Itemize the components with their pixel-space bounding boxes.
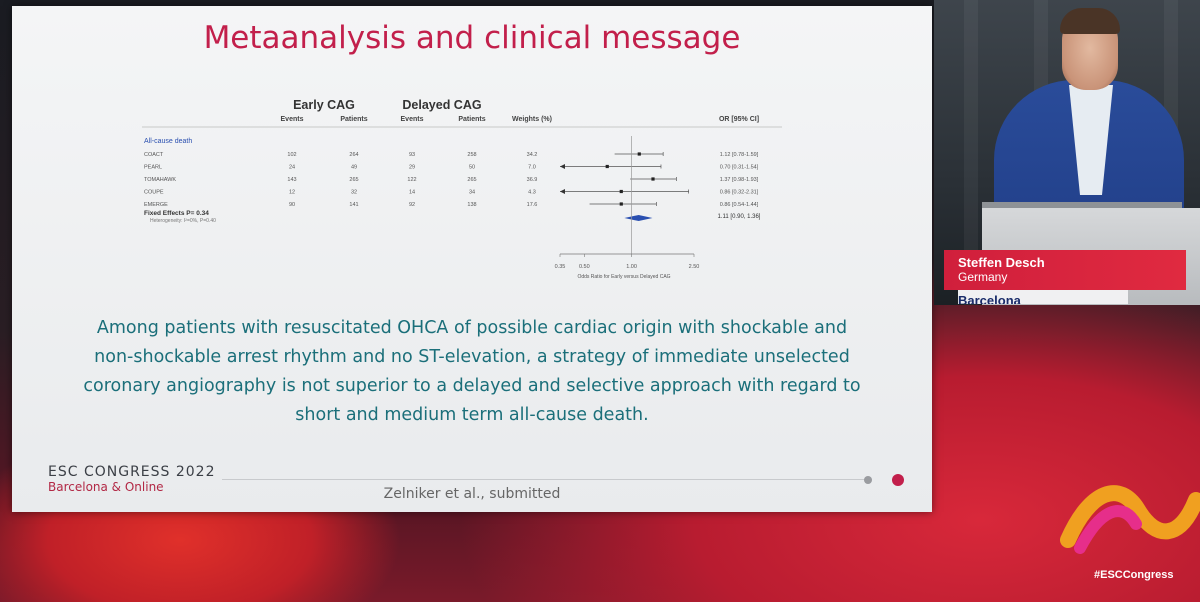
cell-delayed-patients: 138 (467, 202, 476, 208)
cell-study: TOMAHAWK (144, 177, 176, 183)
cell-delayed-patients: 258 (467, 152, 476, 158)
esc-congress-subtitle: Barcelona & Online (48, 480, 164, 494)
x-tick-label: 0.50 (579, 264, 590, 270)
slide-indicator-dot-active (892, 474, 904, 486)
clinical-message: Among patients with resuscitated OHCA of… (83, 318, 861, 425)
speaker-name: Steffen Desch (958, 255, 1045, 270)
slide-indicator-dot (864, 476, 872, 484)
cell-or-text: 1.12 [0.78-1.59] (720, 152, 759, 158)
point-estimate (605, 164, 609, 169)
ci-arrow (560, 189, 565, 194)
header-delayed-cag: Delayed CAG (402, 98, 481, 112)
header-early-patients: Patients (340, 116, 367, 123)
header-or: OR [95% CI] (719, 116, 759, 123)
cell-early-patients: 141 (349, 202, 358, 208)
header-weights: Weights (%) (512, 116, 552, 123)
cell-delayed-patients: 50 (469, 165, 475, 171)
cell-early-events: 143 (287, 177, 296, 183)
cell-early-events: 24 (289, 165, 295, 171)
cell-early-events: 102 (287, 152, 296, 158)
point-estimate (651, 177, 655, 181)
point-estimate (619, 202, 623, 206)
speaker-name-banner (944, 250, 1186, 290)
pooled-effect-diamond (624, 215, 653, 221)
hashtag: #ESCCongress (1094, 569, 1174, 581)
cell-weight: 34.2 (527, 152, 538, 158)
cell-study: COACT (144, 152, 164, 158)
cell-delayed-events: 93 (409, 152, 415, 158)
cell-early-patients: 264 (349, 152, 358, 158)
cell-delayed-events: 14 (409, 190, 415, 196)
backdrop-sign: Barcelona (958, 290, 1128, 304)
wall-panel (964, 0, 978, 305)
fixed-or-text: 1.11 [0.90, 1.36] (718, 214, 761, 220)
speaker-country: Germany (958, 270, 1008, 284)
speaker-hair (1060, 8, 1120, 34)
cell-study: PEARL (144, 165, 162, 171)
cell-or-text: 0.86 [0.54-1.44] (720, 202, 759, 208)
point-estimate (637, 152, 641, 156)
cell-or-text: 0.70 [0.31-1.54] (720, 165, 759, 171)
header-delayed-events: Events (401, 116, 424, 123)
esc-logo-swoosh (1060, 485, 1200, 554)
header-delayed-patients: Patients (458, 116, 485, 123)
cell-delayed-patients: 265 (467, 177, 476, 183)
cell-study: EMERGE (144, 202, 168, 208)
backdrop-text: Barcelona (958, 293, 1021, 304)
forest-plot: Early CAG Delayed CAG Events Patients Ev… (142, 98, 782, 280)
cell-delayed-events: 122 (407, 177, 416, 183)
cell-weight: 4.3 (528, 190, 536, 196)
section-label: All-cause death (144, 138, 192, 145)
cell-weight: 17.6 (527, 202, 538, 208)
fixed-effects-sub: Heterogeneity: I²=0%, P=0.40 (150, 218, 216, 224)
x-tick-label: 1.00 (626, 264, 637, 270)
cell-study: COUPE (144, 190, 164, 196)
cell-early-events: 90 (289, 202, 295, 208)
cell-or-text: 0.86 [0.32-2.31] (720, 190, 759, 196)
x-tick-label: 2.50 (689, 264, 700, 270)
presentation-slide: Metaanalysis and clinical message Early … (12, 6, 932, 512)
point-estimate (619, 189, 623, 194)
x-axis-ticks: 0.35 0.50 1.00 2.50 (555, 254, 700, 270)
footer-divider (222, 479, 872, 480)
citation: Zelniker et al., submitted (383, 486, 561, 502)
cell-weight: 7.0 (528, 165, 536, 171)
cell-early-patients: 32 (351, 190, 357, 196)
cell-delayed-events: 92 (409, 202, 415, 208)
x-tick-label: 0.35 (555, 264, 566, 270)
cell-early-patients: 49 (351, 165, 357, 171)
cell-early-patients: 265 (349, 177, 358, 183)
forest-rows: COACT 102 264 93 258 34.2 1.12 [0.78-1.59] PEAR… (144, 152, 759, 208)
slide-title: Metaanalysis and clinical message (203, 20, 741, 56)
cell-delayed-events: 29 (409, 165, 415, 171)
cell-or-text: 1.37 [0.98-1.93] (720, 177, 759, 183)
cell-early-events: 12 (289, 190, 295, 196)
fixed-effects-label: Fixed Effects P= 0.34 (144, 210, 209, 217)
header-early-cag: Early CAG (293, 98, 355, 112)
x-axis-label: Odds Ratio for Early versus Delayed CAG (577, 274, 670, 280)
esc-congress-title: ESC CONGRESS 2022 (48, 464, 216, 480)
header-early-events: Events (281, 116, 304, 123)
cell-delayed-patients: 34 (469, 190, 475, 196)
ci-arrow (560, 164, 565, 169)
cell-weight: 36.9 (527, 177, 538, 183)
